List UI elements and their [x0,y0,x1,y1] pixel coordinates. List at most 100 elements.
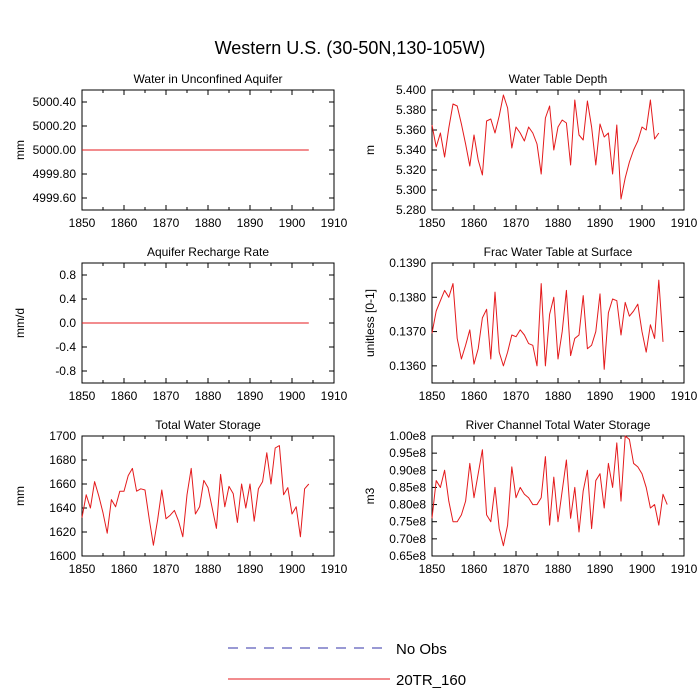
panel-water-table-depth: Water Table Depth m 1850 1860 1870 1880 1890 19… [363,72,698,230]
x-tick-label: 1910 [671,389,698,403]
y-tick-label: 0.80e8 [389,498,426,512]
x-tick-label: 1900 [629,389,656,403]
x-tick-label: 1870 [153,562,180,576]
x-tick-label: 1900 [629,216,656,230]
x-tick-label: 1870 [503,216,530,230]
y-tick-label: 5.280 [396,203,426,217]
panel-title: Total Water Storage [155,418,261,432]
legend-label-no-obs: No Obs [396,641,447,658]
y-tick-label: 5.300 [396,183,426,197]
y-tick-label: 5000.20 [33,119,77,133]
y-tick-label: 0.1360 [389,359,426,373]
x-tick-label: 1910 [321,389,348,403]
x-tick-label: 1880 [195,389,222,403]
legend: No Obs 20TR_160 [228,641,466,689]
panel-title: River Channel Total Water Storage [466,418,651,432]
y-tick-label: 5.320 [396,163,426,177]
y-tick-label: 1600 [49,549,76,563]
y-axis-label: mm [13,486,27,506]
x-tick-label: 1860 [111,562,138,576]
y-tick-label: 0.85e8 [389,480,426,494]
y-tick-label: 5.400 [396,83,426,97]
y-tick-label: 0.4 [59,292,76,306]
y-tick-label: 4999.60 [33,191,77,205]
series-line-20tr-160 [431,94,660,200]
panel-title: Aquifer Recharge Rate [147,245,269,259]
y-axis-label: mm [13,140,27,160]
y-tick-label: 1680 [49,453,76,467]
y-tick-label: 0.8 [59,268,76,282]
panel-title: Frac Water Table at Surface [484,245,633,259]
y-tick-label: 4999.80 [33,167,77,181]
x-tick-label: 1850 [69,389,96,403]
x-tick-label: 1880 [195,562,222,576]
x-tick-label: 1870 [503,389,530,403]
y-tick-label: 5.340 [396,143,426,157]
y-axis-label: mm/d [13,308,27,338]
x-tick-label: 1910 [321,216,348,230]
panel-title: Water Table Depth [509,72,608,86]
y-tick-label: 1.00e8 [389,429,426,443]
x-tick-label: 1890 [237,389,264,403]
x-tick-label: 1890 [587,216,614,230]
y-tick-label: 0.75e8 [389,515,426,529]
y-tick-label: -0.8 [55,364,76,378]
y-tick-label: 0.1380 [389,290,426,304]
y-axis-label: m3 [363,487,377,504]
legend-label-20tr-160: 20TR_160 [396,672,466,689]
x-tick-label: 1850 [419,389,446,403]
x-tick-label: 1880 [195,216,222,230]
x-tick-label: 1890 [587,562,614,576]
x-tick-label: 1850 [69,216,96,230]
y-tick-label: 5000.40 [33,95,77,109]
y-axis-label: m [363,145,377,155]
series-line-20tr-160 [431,279,664,370]
x-tick-label: 1900 [279,216,306,230]
plot-frame [431,435,685,557]
y-tick-label: 5.380 [396,103,426,117]
y-tick-label: 0.1390 [389,256,426,270]
x-tick-label: 1910 [671,216,698,230]
x-tick-label: 1860 [461,562,488,576]
x-tick-label: 1850 [69,562,96,576]
x-tick-label: 1880 [545,389,572,403]
y-tick-label: 0.90e8 [389,463,426,477]
y-tick-label: 1620 [49,525,76,539]
y-tick-label: 5.360 [396,123,426,137]
x-tick-label: 1900 [279,562,306,576]
y-tick-label: 0.65e8 [389,549,426,563]
y-tick-label: 5000.00 [33,143,77,157]
x-tick-label: 1910 [321,562,348,576]
figure-title: Western U.S. (30-50N,130-105W) [215,38,486,58]
y-tick-label: 1640 [49,501,76,515]
panel-frac-water-table-at-surface: Frac Water Table at Surface unitless [0-1… [363,245,698,403]
series-line-20tr-160 [81,445,310,546]
panel-total-water-storage: Total Water Storage mm 1850 1860 1870 1880 189… [13,418,348,576]
x-tick-label: 1870 [503,562,530,576]
plot-frame [431,89,685,211]
y-tick-label: -0.4 [55,340,76,354]
y-tick-label: 0.1370 [389,325,426,339]
plot-frame [81,435,335,557]
series-line-20tr-160 [431,435,668,547]
x-tick-label: 1860 [111,216,138,230]
x-tick-label: 1870 [153,216,180,230]
x-tick-label: 1860 [461,216,488,230]
x-tick-label: 1870 [153,389,180,403]
plot-frame [431,262,685,384]
panel-water-in-unconfined-aquifer: Water in Unconfined Aquifer mm 1850 1860 187… [13,72,348,230]
y-axis-label: unitless [0-1] [363,289,377,357]
panel-aquifer-recharge-rate: Aquifer Recharge Rate mm/d 1850 1860 1870 188… [13,245,348,403]
x-tick-label: 1890 [587,389,614,403]
y-tick-label: 0.0 [59,316,76,330]
x-tick-label: 1860 [111,389,138,403]
x-tick-label: 1900 [279,389,306,403]
panel-title: Water in Unconfined Aquifer [134,72,283,86]
x-tick-label: 1890 [237,216,264,230]
y-tick-label: 1700 [49,429,76,443]
x-tick-label: 1880 [545,562,572,576]
x-tick-label: 1880 [545,216,572,230]
x-tick-label: 1900 [629,562,656,576]
panel-river-channel-total-water-storage: River Channel Total Water Storage m3 1850 1… [363,418,698,576]
